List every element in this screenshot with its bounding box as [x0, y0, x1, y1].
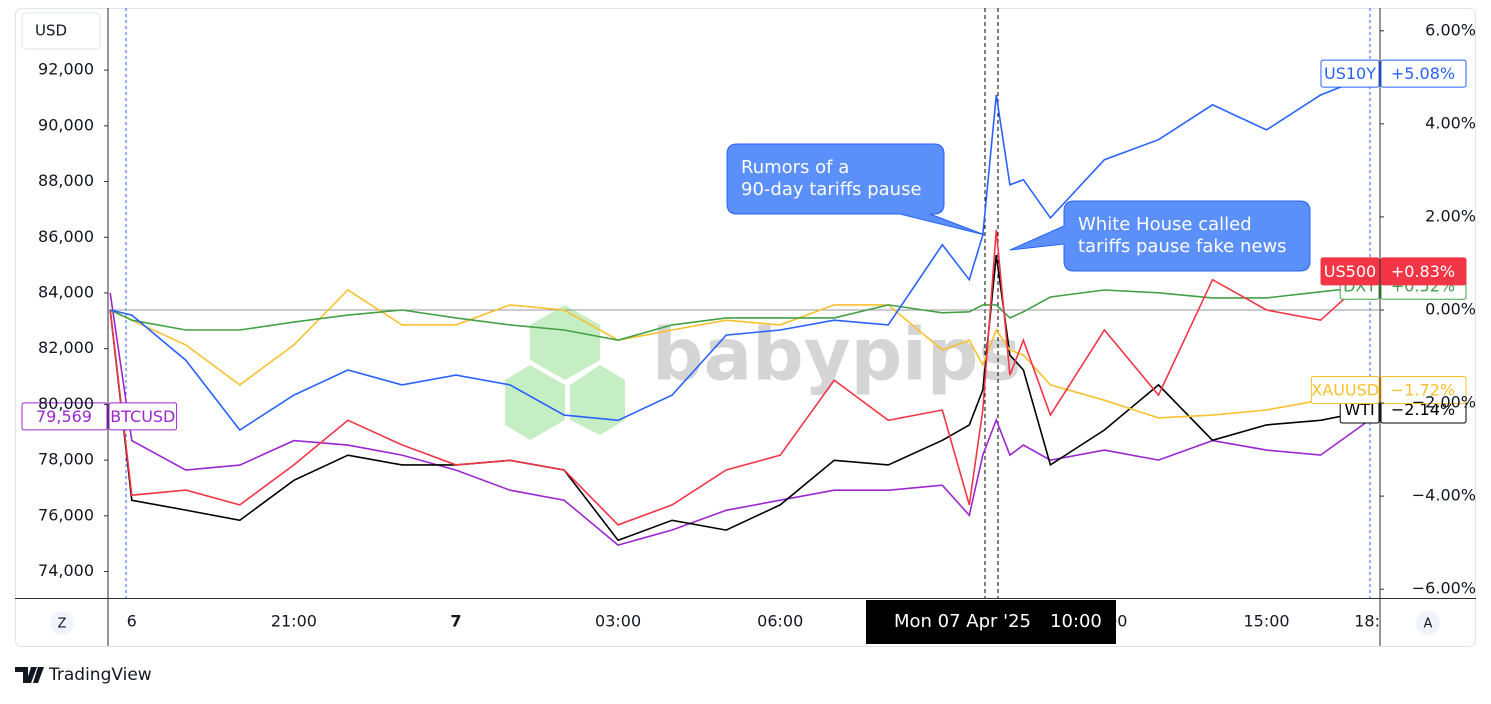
x-tick-label: 7 — [450, 612, 461, 631]
series-layer — [109, 72, 1376, 546]
series-name: WTI — [1344, 400, 1374, 419]
series-line — [109, 288, 1375, 419]
series-name-box — [108, 402, 178, 431]
x-tick-label: 18: — [1354, 612, 1380, 631]
y-tick-label: 88,000 — [38, 171, 94, 190]
crosshair-time-box — [866, 600, 1116, 644]
currency-box — [21, 12, 101, 50]
y2-tick-label: −6.00% — [1412, 579, 1476, 598]
y-tick-label: 80,000 — [38, 394, 94, 413]
y-tick-label: 78,000 — [38, 450, 94, 469]
scale-button[interactable] — [50, 611, 74, 635]
series-line — [109, 285, 1375, 342]
brand: TradingView — [15, 665, 152, 685]
y-tick-label: 86,000 — [38, 227, 94, 246]
series-line — [109, 229, 1376, 526]
last-value-label: −2.14% — [1391, 400, 1455, 419]
annotation: White House called tariffs pause fake ne… — [1009, 200, 1311, 272]
series-name-box — [1320, 257, 1380, 286]
series-name-box — [1310, 376, 1380, 405]
scale-button-label[interactable]: Z — [58, 617, 67, 632]
series-name: US500 — [1324, 262, 1376, 281]
series-name: XAUUSD — [1311, 381, 1379, 400]
crosshair-time: 10:00 — [1050, 611, 1102, 632]
annotation-text: tariffs pause fake news — [1078, 236, 1287, 257]
series-line — [110, 72, 1375, 432]
scale-button[interactable] — [1416, 611, 1440, 635]
series-line — [109, 254, 1375, 542]
brand-text: TradingView — [48, 665, 152, 685]
y-tick-label: 76,000 — [38, 505, 94, 524]
y-tick-label: 92,000 — [38, 60, 94, 79]
last-value-label: 79,569 — [36, 407, 92, 426]
annotation-text: Rumors of a — [741, 157, 849, 178]
y2-tick-label: −4.00% — [1412, 486, 1476, 505]
chart-frame — [15, 8, 1476, 647]
x-tick-label: 15:00 — [1243, 612, 1289, 631]
currency-label: USD — [35, 22, 67, 40]
crosshair-date: Mon 07 Apr '25 — [894, 611, 1031, 632]
x-tick-label: 06:00 — [757, 612, 803, 631]
y2-tick-label: −2.00% — [1412, 393, 1476, 412]
watermark-text: babypips — [652, 313, 1021, 397]
x-tick-label: 03:00 — [595, 612, 641, 631]
y-tick-label: 82,000 — [38, 338, 94, 357]
series-line — [109, 292, 1376, 546]
last-value-box — [1380, 59, 1467, 88]
annotation-text: 90-day tariffs pause — [741, 179, 922, 200]
y-tick-label: 90,000 — [38, 115, 94, 134]
y2-tick-label: 6.00% — [1425, 20, 1476, 39]
y2-tick-label: 4.00% — [1425, 113, 1476, 132]
x-tick-label: 6 — [127, 612, 137, 631]
scale-button-label[interactable]: A — [1424, 617, 1433, 632]
last-value-box — [1380, 376, 1467, 405]
last-value-label: +5.08% — [1391, 64, 1455, 83]
y2-tick-label: 2.00% — [1425, 206, 1476, 225]
y-tick-label: 74,000 — [38, 561, 94, 580]
x-tick-label: 21:00 — [271, 612, 317, 631]
last-value-label: +0.83% — [1391, 262, 1455, 281]
y-tick-label: 84,000 — [38, 282, 94, 301]
series-name-box — [1320, 59, 1380, 88]
y2-tick-label: 0.00% — [1425, 299, 1476, 318]
last-value-box — [21, 402, 108, 431]
series-name: US10Y — [1324, 64, 1376, 83]
annotation: Rumors of a 90-day tariffs pause — [726, 143, 986, 236]
labels-layer: 79,569 BTCUSD WTI −2.14%XAUUSD −1.72%DXY +0.5… — [21, 59, 1467, 431]
series-name: BTCUSD — [110, 407, 175, 426]
last-value-label: −1.72% — [1391, 381, 1455, 400]
annotation-text: White House called — [1078, 214, 1252, 235]
last-value-box — [1380, 257, 1467, 286]
